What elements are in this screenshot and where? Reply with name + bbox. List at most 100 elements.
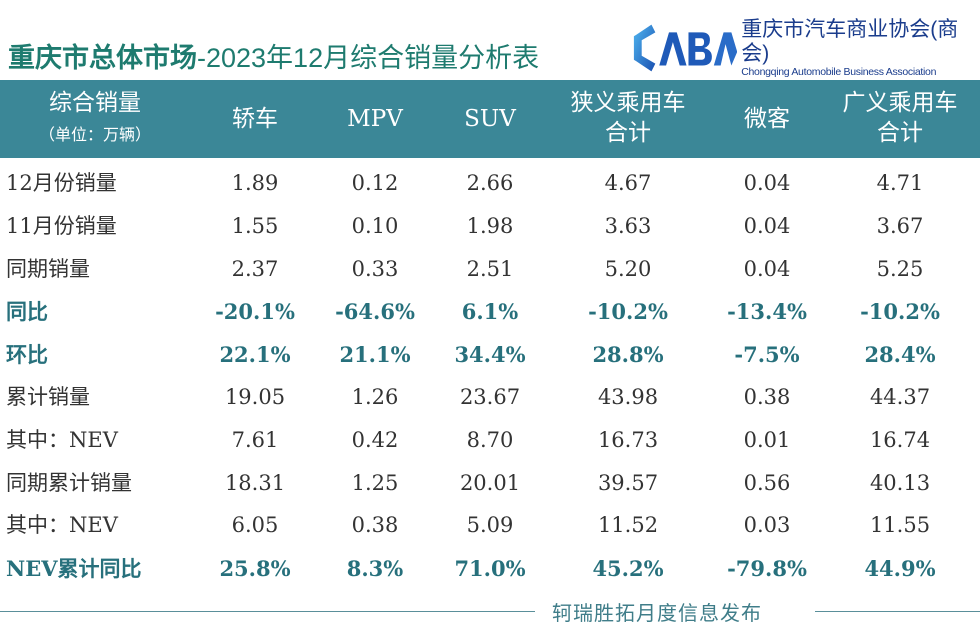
table-cell: -64.6% (335, 299, 415, 325)
table-row: 同比 -20.1% -64.6% 6.1% -10.2% -13.4% -10.2% (0, 290, 980, 333)
column-header-line: MPV (347, 106, 403, 132)
column-header: 轿车 (232, 104, 278, 134)
title-bold: 重庆市总体市场 (8, 43, 197, 73)
table-row: 12月份销量 1.89 0.12 2.66 4.67 0.04 4.71 (0, 162, 980, 205)
table-cell: 71.0% (454, 556, 526, 582)
table-cell: 5.20 (604, 256, 652, 281)
table-cell: 44.9% (864, 556, 936, 582)
table-cell: 0.42 (351, 427, 399, 452)
table-cell: 6.05 (231, 513, 279, 538)
table-cell: 0.03 (743, 513, 791, 538)
table-cell: 44.37 (869, 385, 931, 409)
table-cell: -7.5% (734, 342, 800, 368)
table-cell: 28.4% (864, 342, 936, 368)
table-cell: 8.70 (466, 427, 514, 452)
footer-text: 轲瑞胜拓月度信息发布 (552, 601, 762, 625)
table-cell: 6.1% (461, 299, 519, 325)
row-label: 12月份销量 (6, 171, 117, 195)
logo-english-name: Chongqing Automobile Business Associatio… (741, 66, 937, 78)
table-row: NEV累计同比 25.8% 8.3% 71.0% 45.2% -79.8% 44.9% (0, 547, 980, 590)
table-cell: 43.98 (597, 385, 659, 409)
table-cell: 3.63 (604, 213, 652, 238)
table-cell: 8.3% (346, 556, 404, 582)
table-cell: 16.74 (869, 427, 931, 452)
column-header-line: 微客 (744, 106, 790, 132)
table-cell: 1.55 (231, 213, 279, 238)
table-cell: 25.8% (219, 556, 291, 582)
table-cell: 19.05 (224, 385, 286, 409)
row-label: 其中：NEV (6, 513, 118, 538)
column-header-line: 广义乘用车 (842, 90, 958, 116)
table-cell: 0.01 (743, 427, 791, 452)
table-row: 同期销量 2.37 0.33 2.51 5.20 0.04 5.25 (0, 248, 980, 291)
row-label: 其中：NEV (6, 427, 118, 452)
table-cell: 1.89 (231, 171, 279, 195)
table-row: 其中：NEV 7.61 0.42 8.70 16.73 0.01 16.74 (0, 419, 980, 462)
header-label-text: 综合销量 (48, 90, 141, 116)
logo-chinese-name: 重庆市汽车商业协会(商会) (741, 18, 959, 65)
caba-logo: 重庆市汽车商业协会(商会) Chongqing Automobile Busin… (630, 18, 980, 78)
header-label: 综合销量 （单位：万辆） (39, 88, 151, 150)
column-header: 微客 (744, 104, 790, 134)
table-cell: 34.4% (454, 342, 526, 368)
table-cell: 0.12 (351, 171, 399, 195)
column-header: 狭义乘用车 合计 (571, 88, 686, 148)
table-cell: -79.8% (727, 556, 807, 582)
table-cell: -10.2% (588, 299, 668, 325)
row-label: 同期累计销量 (6, 470, 132, 495)
table-cell: 0.04 (743, 256, 791, 281)
table-cell: 23.67 (459, 385, 521, 409)
table-cell: 21.1% (339, 342, 411, 368)
table-cell: 0.10 (351, 213, 399, 238)
column-header-line: 合计 (605, 120, 651, 146)
table-row: 同期累计销量 18.31 1.25 20.01 39.57 0.56 40.13 (0, 462, 980, 505)
table-cell: 11.55 (869, 513, 931, 538)
table-cell: 7.61 (231, 427, 279, 452)
table-cell: 3.67 (876, 213, 924, 238)
table-cell: 0.38 (743, 385, 791, 409)
table-cell: 40.13 (869, 470, 931, 495)
table-cell: 1.25 (351, 470, 399, 495)
table-cell: 1.98 (466, 213, 514, 238)
table-row: 累计销量 19.05 1.26 23.67 43.98 0.38 44.37 (0, 376, 980, 419)
header-unit: （单位：万辆） (38, 125, 152, 144)
table-cell: -20.1% (215, 299, 295, 325)
table-cell: 22.1% (219, 342, 291, 368)
column-header: SUV (464, 104, 516, 134)
row-label: 累计销量 (6, 385, 90, 409)
page-title: 重庆市总体市场-2023年12月综合销量分析表 (8, 36, 539, 75)
row-label: 同期销量 (6, 256, 90, 281)
table-cell: 18.31 (224, 470, 286, 495)
table-header: 综合销量 （单位：万辆） 轿车 MPV SUV 狭义乘用车 合计 微客 广义乘用车 合计 (0, 80, 980, 158)
row-label: 环比 (6, 342, 48, 368)
table-cell: 0.38 (351, 513, 399, 538)
title-rest: -2023年12月综合销量分析表 (197, 43, 540, 73)
row-label: 11月份销量 (6, 213, 117, 238)
table-cell: 0.04 (743, 213, 791, 238)
table-cell: 5.09 (466, 513, 514, 538)
table-cell: 2.66 (466, 171, 514, 195)
table-cell: 0.04 (743, 171, 791, 195)
table-cell: 20.01 (459, 470, 521, 495)
column-header-line: 轿车 (232, 106, 278, 132)
table-cell: 45.2% (592, 556, 664, 582)
table-cell: 4.71 (876, 171, 924, 195)
footer-divider-right (815, 611, 980, 612)
footer-divider-left (0, 611, 535, 612)
table-cell: 16.73 (597, 427, 659, 452)
table-cell: 11.52 (597, 513, 659, 538)
table-row: 其中：NEV 6.05 0.38 5.09 11.52 0.03 11.55 (0, 504, 980, 547)
table-cell: 2.37 (231, 256, 279, 281)
table-cell: 4.67 (604, 171, 652, 195)
table-cell: 5.25 (876, 256, 924, 281)
row-label: NEV累计同比 (6, 556, 142, 582)
table-cell: 0.56 (743, 470, 791, 495)
table-cell: 1.26 (351, 385, 399, 409)
table-cell: -10.2% (860, 299, 940, 325)
caba-logo-icon (633, 24, 738, 72)
column-header: MPV (347, 104, 403, 134)
table-cell: 28.8% (592, 342, 664, 368)
table-row: 11月份销量 1.55 0.10 1.98 3.63 0.04 3.67 (0, 205, 980, 248)
column-header-line: 狭义乘用车 (570, 90, 686, 116)
table-cell: 2.51 (466, 256, 514, 281)
